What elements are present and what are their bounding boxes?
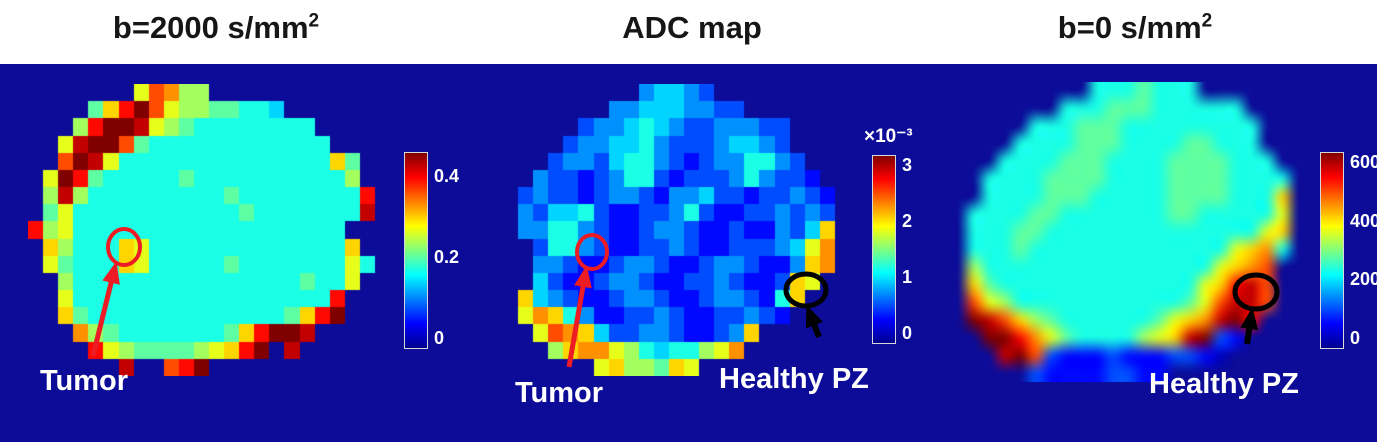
colorbar-tick: 0 [1350,327,1361,348]
figure-header: b=2000 s/mm2 ADC map b=0 s/mm2 [0,0,1377,64]
colorbar-tick: 600 [1350,152,1377,172]
colorbar-ticks: 600 400 200 0 [1350,152,1377,349]
colorbar-tick: 400 [1350,210,1377,231]
panel-title-b2000: b=2000 s/mm2 [113,10,319,46]
panel-title-text: b=0 s/mm [1057,10,1202,45]
colorbar-gradient [404,152,428,349]
colorbar-ticks: 3 2 1 0 [902,155,912,344]
panel-title-adc: ADC map [622,10,762,46]
colorbar-tick: 0 [902,323,913,343]
colorbar-tick: 1 [902,267,913,287]
colorbar-tick: 200 [1350,269,1377,290]
colorbar-tick: 0 [434,328,445,348]
colorbar-scale-label: ×10⁻³ [864,126,913,147]
colorbar-ticks: 0.4 0.2 0 [434,152,459,349]
panel-title-superscript: 2 [1201,10,1213,32]
colorbar-gradient [1320,152,1344,349]
heatmap-adc [503,84,865,376]
panel-title-text: b=2000 s/mm [112,10,309,45]
colorbar-tick: 3 [902,155,913,175]
colorbar-adc: ×10⁻³ 3 2 1 0 [864,126,913,344]
heatmap-b0 [951,82,1321,382]
colorbar-gradient [872,155,896,344]
figure-footer [0,442,1377,447]
tumor-label-adc: Tumor [515,377,604,409]
panel-title-b0: b=0 s/mm2 [1058,10,1212,46]
colorbar-b2000: 0.4 0.2 0 [404,152,459,349]
panel-title-superscript: 2 [308,10,320,32]
colorbar-b0: 600 400 200 0 [1320,152,1377,349]
panel-title-text: ADC map [622,10,762,45]
colorbar-tick: 0.4 [434,166,460,186]
colorbar-tick: 2 [902,211,913,231]
heatmap-b2000 [28,84,390,376]
colorbar-tick: 0.2 [434,247,460,267]
